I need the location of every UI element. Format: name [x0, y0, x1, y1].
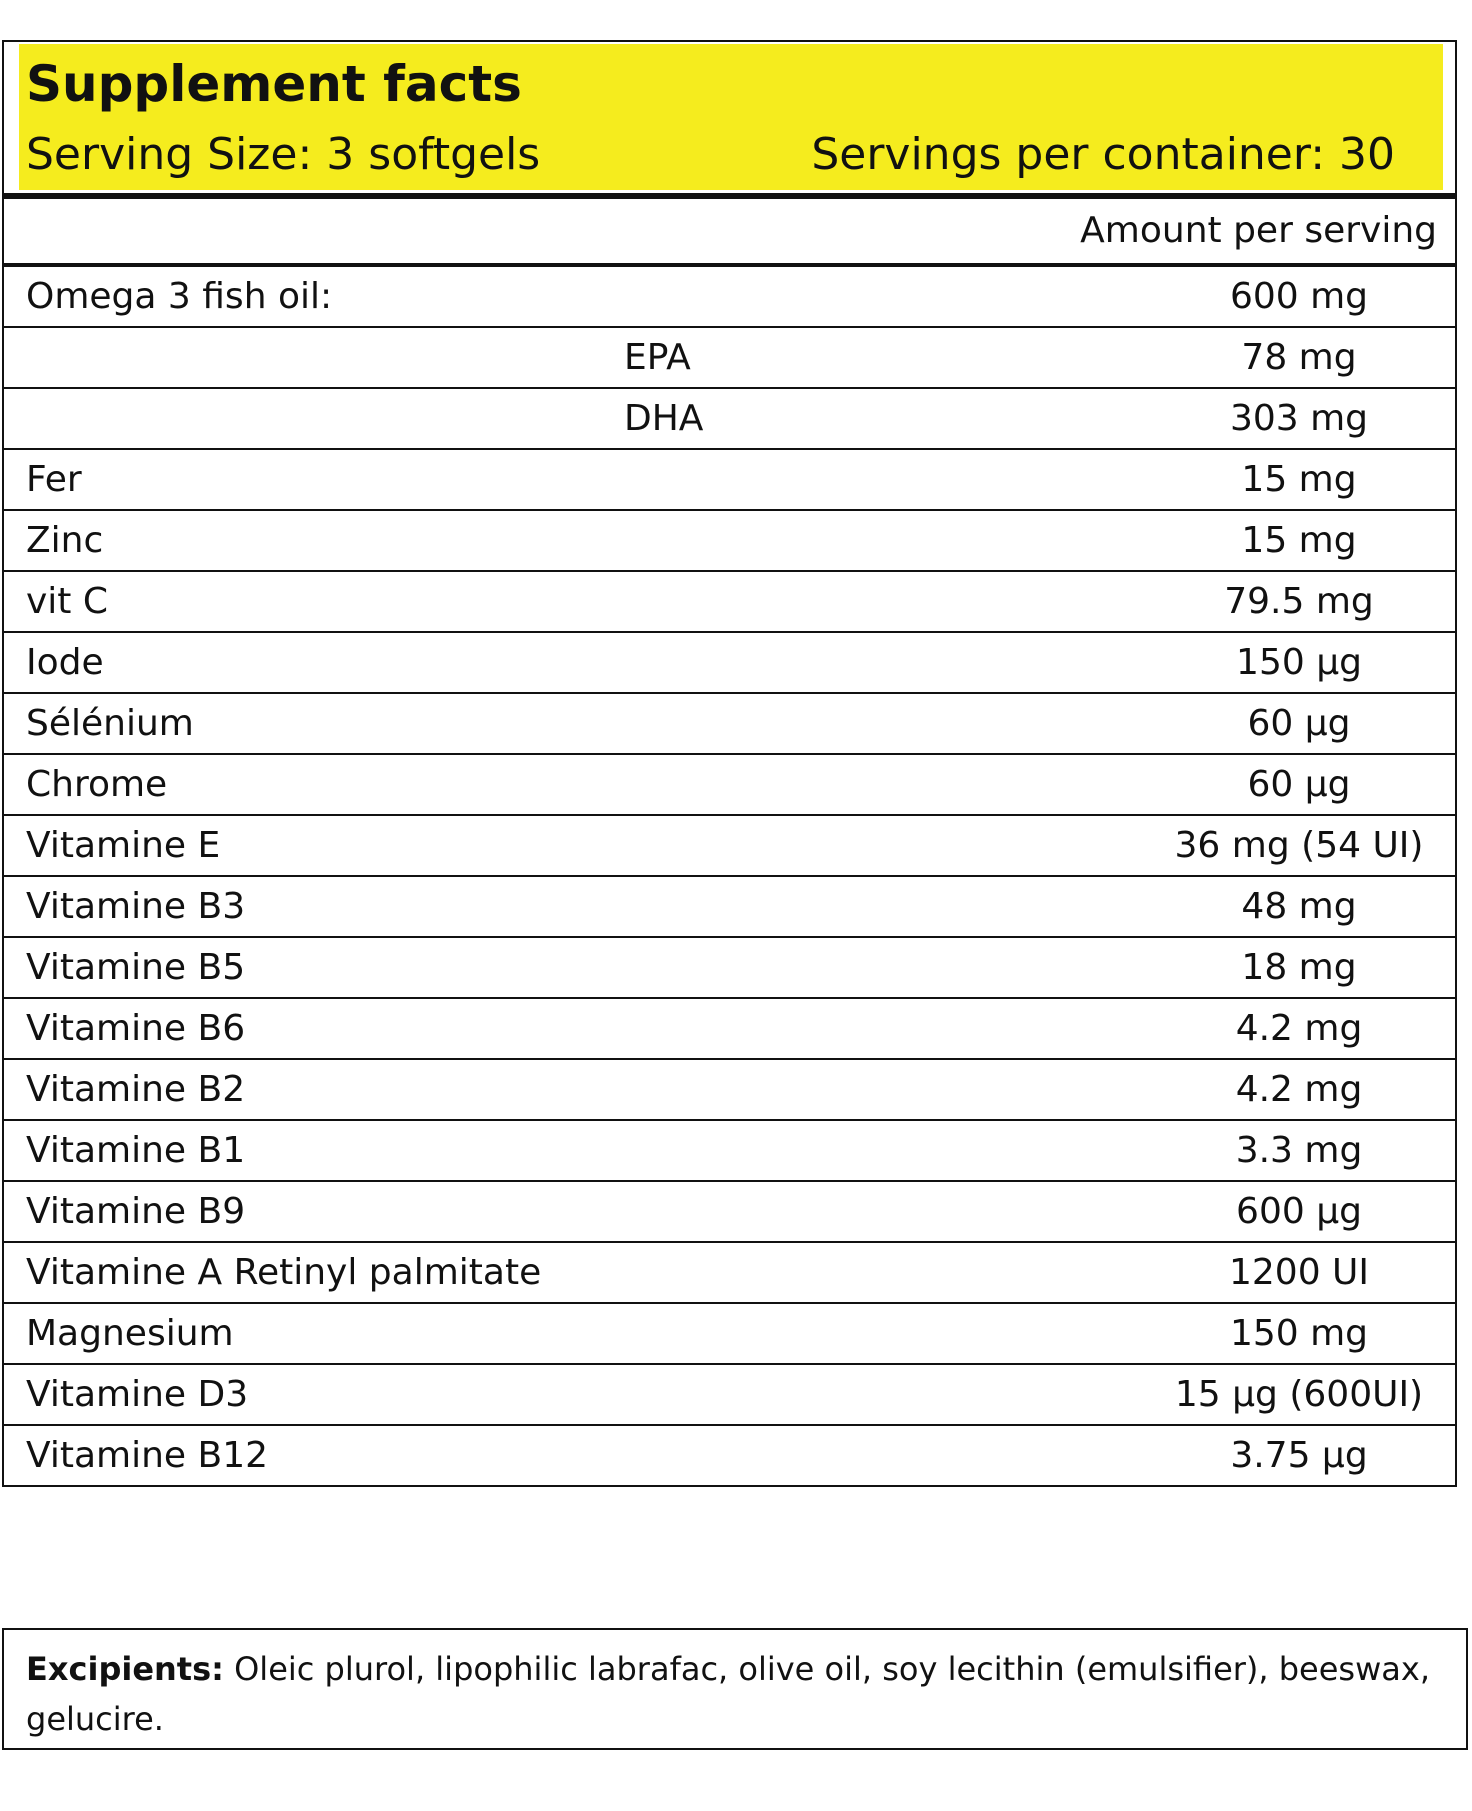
- nutrient-amount: 4.2 mg: [1235, 1008, 1363, 1049]
- nutrient-row: DHA 303 mg: [4, 389, 1455, 450]
- nutrient-row: Vitamine B2 4.2 mg: [4, 1060, 1455, 1121]
- amount-per-serving-label: Amount per serving: [1080, 210, 1437, 251]
- servings-per-container: Servings per container: 30: [811, 129, 1395, 180]
- nutrient-name: Iode: [26, 642, 104, 683]
- nutrient-name: Magnesium: [26, 1313, 234, 1354]
- nutrient-name: Vitamine A Retinyl palmitate: [26, 1252, 542, 1293]
- nutrient-amount: 15 mg: [1241, 459, 1357, 500]
- nutrient-name: vit C: [26, 581, 109, 622]
- excipients-text: Oleic plurol, lipophilic labrafac, olive…: [26, 1650, 1430, 1738]
- nutrient-row: vit C 79.5 mg: [4, 572, 1455, 633]
- nutrient-row: Vitamine A Retinyl palmitate 1200 UI: [4, 1243, 1455, 1304]
- excipients-box: Excipients: Oleic plurol, lipophilic lab…: [2, 1628, 1468, 1750]
- nutrient-row: Iode 150 µg: [4, 633, 1455, 694]
- nutrient-amount: 78 mg: [1241, 337, 1357, 378]
- amount-header-row: Amount per serving: [4, 199, 1455, 267]
- nutrient-amount: 60 µg: [1247, 703, 1351, 744]
- serving-size: Serving Size: 3 softgels: [26, 129, 541, 180]
- nutrient-name: Vitamine B6: [26, 1008, 246, 1049]
- nutrient-amount: 600 mg: [1229, 276, 1369, 317]
- nutrient-name: Vitamine B2: [26, 1069, 246, 1110]
- nutrient-row: Vitamine B9 600 µg: [4, 1182, 1455, 1243]
- nutrient-amount: 18 mg: [1241, 947, 1357, 988]
- nutrient-amount: 150 mg: [1229, 1313, 1369, 1354]
- nutrient-amount: 36 mg (54 UI): [1174, 825, 1424, 866]
- nutrient-row: Omega 3 fish oil: 600 mg: [4, 267, 1455, 328]
- nutrient-amount: 1200 UI: [1228, 1252, 1370, 1293]
- nutrient-amount: 79.5 mg: [1224, 581, 1374, 622]
- nutrient-name: Vitamine D3: [26, 1374, 249, 1415]
- nutrient-name: Chrome: [26, 764, 168, 805]
- nutrient-name: Sélénium: [26, 703, 194, 744]
- supplement-facts-table: Supplement facts Serving Size: 3 softgel…: [2, 40, 1457, 1487]
- nutrient-name: Vitamine B1: [26, 1130, 246, 1171]
- nutrient-name: DHA: [624, 398, 704, 439]
- nutrient-name: Vitamine E: [26, 825, 221, 866]
- facts-header: Supplement facts Serving Size: 3 softgel…: [4, 42, 1455, 199]
- nutrient-name: Zinc: [26, 520, 104, 561]
- nutrient-amount: 600 µg: [1236, 1191, 1362, 1232]
- nutrient-amount: 3.75 µg: [1230, 1435, 1368, 1476]
- nutrient-amount: 3.3 mg: [1235, 1130, 1363, 1171]
- nutrient-row: Sélénium 60 µg: [4, 694, 1455, 755]
- nutrient-amount: 60 µg: [1247, 764, 1351, 805]
- nutrient-row: Vitamine D3 15 µg (600UI): [4, 1365, 1455, 1426]
- nutrient-amount: 48 mg: [1241, 886, 1357, 927]
- nutrient-name: EPA: [624, 337, 691, 378]
- nutrient-row: EPA 78 mg: [4, 328, 1455, 389]
- nutrient-name: Vitamine B9: [26, 1191, 246, 1232]
- nutrient-row: Zinc 15 mg: [4, 511, 1455, 572]
- nutrient-name: Vitamine B12: [26, 1435, 268, 1476]
- nutrient-name: Vitamine B5: [26, 947, 246, 988]
- nutrient-row: Chrome 60 µg: [4, 755, 1455, 816]
- nutrient-amount: 15 µg (600UI): [1174, 1374, 1424, 1415]
- nutrient-list: Omega 3 fish oil: 600 mg EPA 78 mg DHA 303 mg…: [4, 267, 1455, 1485]
- excipients-label: Excipients:: [26, 1650, 224, 1688]
- nutrient-row: Vitamine B12 3.75 µg: [4, 1426, 1455, 1485]
- nutrient-amount: 4.2 mg: [1235, 1069, 1363, 1110]
- nutrient-name: Fer: [26, 459, 82, 500]
- nutrient-name: Omega 3 fish oil:: [26, 276, 333, 317]
- nutrient-amount: 150 µg: [1236, 642, 1362, 683]
- nutrient-row: Vitamine B6 4.2 mg: [4, 999, 1455, 1060]
- nutrient-amount: 15 mg: [1241, 520, 1357, 561]
- facts-title: Supplement facts: [26, 55, 522, 113]
- nutrient-amount: 303 mg: [1229, 398, 1369, 439]
- nutrient-row: Vitamine B5 18 mg: [4, 938, 1455, 999]
- nutrient-row: Fer 15 mg: [4, 450, 1455, 511]
- nutrient-row: Vitamine B1 3.3 mg: [4, 1121, 1455, 1182]
- nutrient-name: Vitamine B3: [26, 886, 246, 927]
- header-highlight: [19, 44, 1443, 190]
- nutrient-row: Vitamine B3 48 mg: [4, 877, 1455, 938]
- nutrient-row: Magnesium 150 mg: [4, 1304, 1455, 1365]
- nutrient-row: Vitamine E 36 mg (54 UI): [4, 816, 1455, 877]
